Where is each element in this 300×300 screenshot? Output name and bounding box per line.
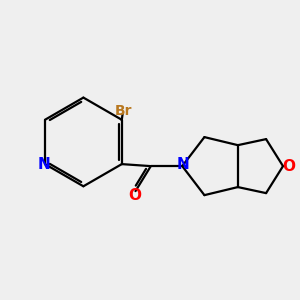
Text: N: N — [38, 157, 51, 172]
Text: N: N — [176, 158, 189, 172]
Text: O: O — [128, 188, 141, 203]
Text: Br: Br — [115, 104, 133, 118]
Text: O: O — [283, 159, 296, 174]
